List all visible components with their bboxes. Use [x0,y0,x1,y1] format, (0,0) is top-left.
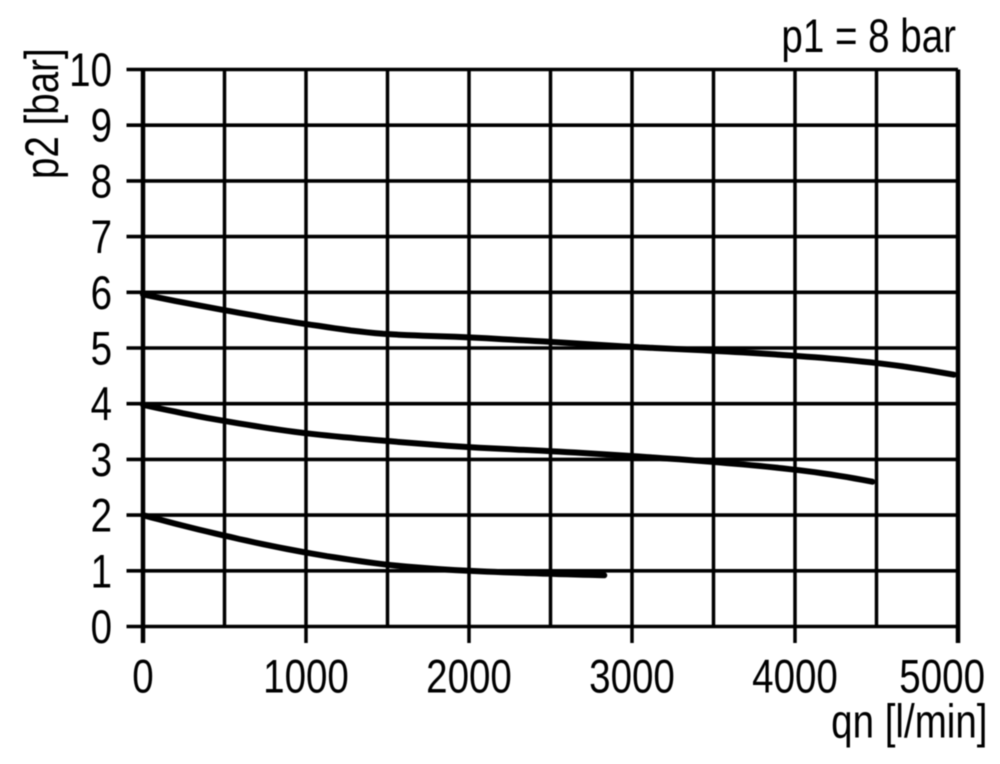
svg-text:p2 [bar]: p2 [bar] [16,48,68,179]
svg-text:2: 2 [91,490,112,542]
svg-text:5000: 5000 [899,651,985,703]
svg-text:3: 3 [91,434,112,486]
svg-text:0: 0 [132,651,153,703]
svg-text:3000: 3000 [589,651,675,703]
svg-text:p1 = 8 bar: p1 = 8 bar [781,10,956,62]
svg-text:4000: 4000 [752,651,838,703]
svg-text:4: 4 [91,379,112,431]
svg-text:1: 1 [91,546,112,598]
svg-text:9: 9 [91,100,112,152]
svg-text:0: 0 [91,601,112,653]
svg-text:7: 7 [91,212,112,264]
svg-text:2000: 2000 [426,651,512,703]
svg-text:5: 5 [91,323,112,375]
svg-text:6: 6 [91,267,112,319]
svg-text:10: 10 [69,44,112,96]
svg-text:8: 8 [91,156,112,208]
svg-text:1000: 1000 [263,651,349,703]
svg-text:qn [l/min]: qn [l/min] [831,696,987,748]
